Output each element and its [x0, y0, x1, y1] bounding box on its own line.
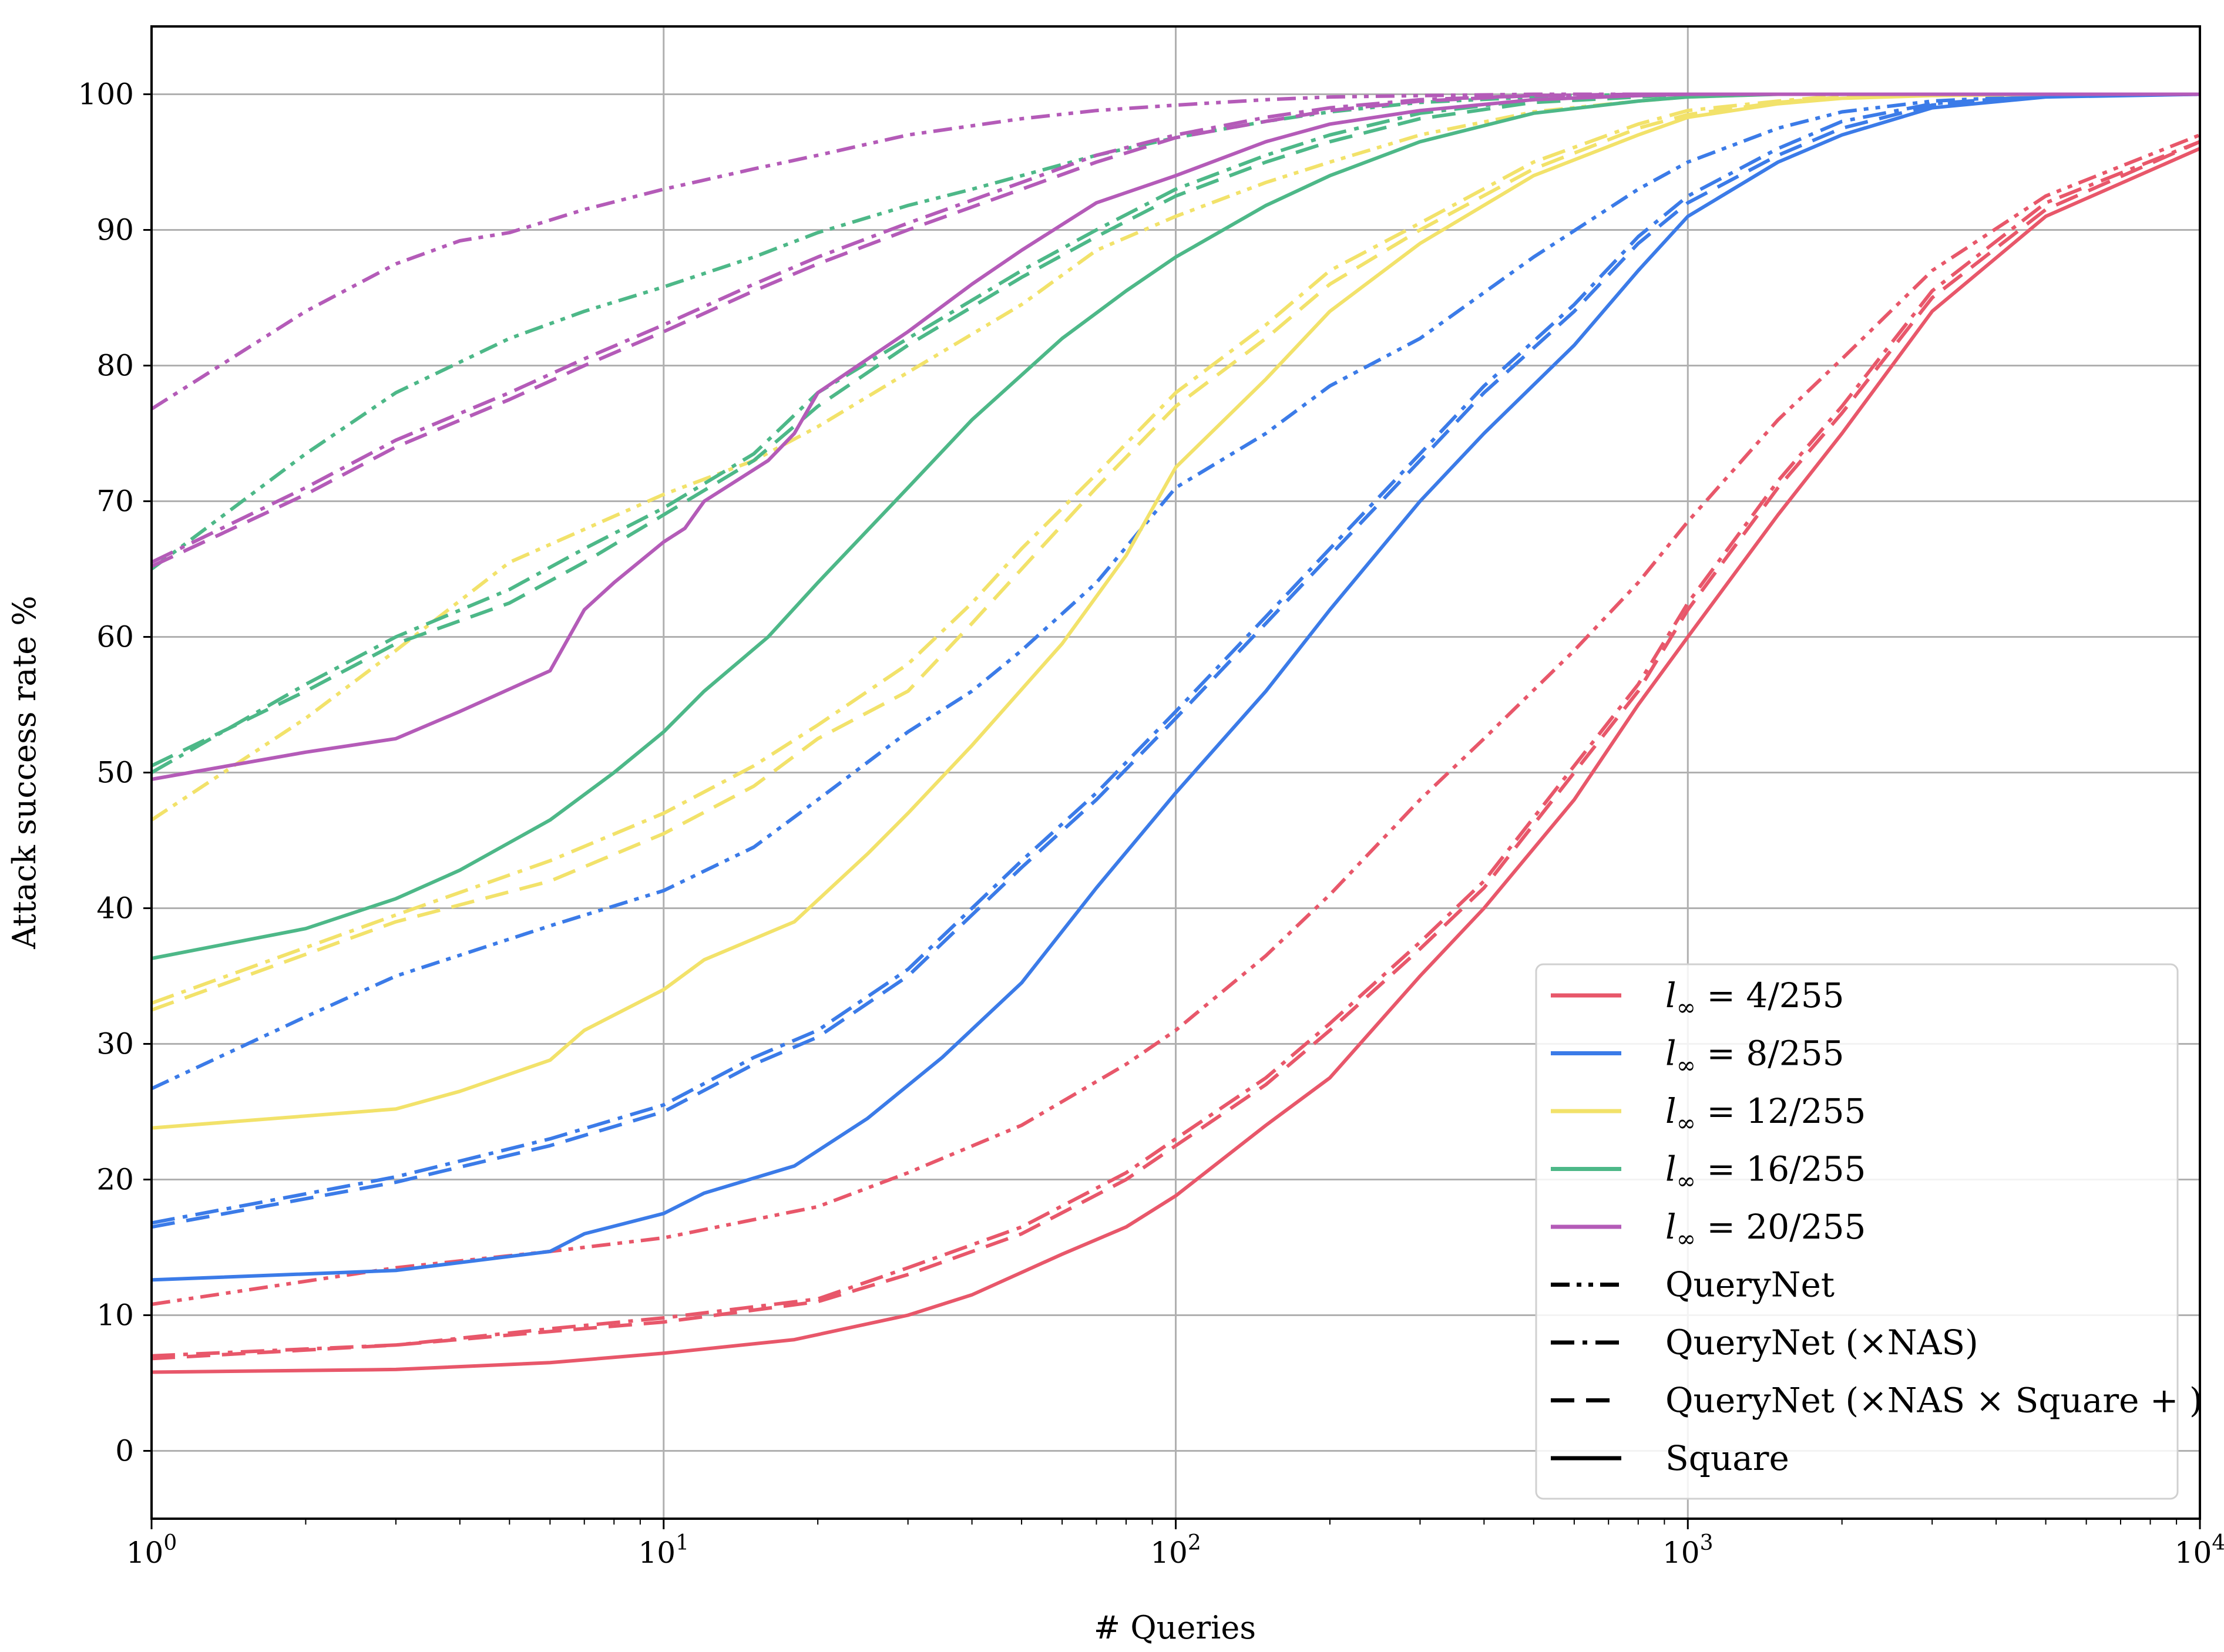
y-tick-label: 0: [115, 1434, 134, 1468]
series-line: [150, 92, 2200, 564]
series-layer: [150, 92, 2201, 1374]
legend-label: l∞ = 12/255: [1665, 1091, 1866, 1137]
series-line: [151, 92, 2200, 781]
y-tick-label: 90: [96, 213, 134, 247]
series-line: [151, 133, 2201, 1306]
y-tick-label: 70: [96, 485, 134, 519]
x-tick-label: 100: [126, 1531, 177, 1570]
legend: l∞ = 4/255 l∞ = 8/255 l∞ = 12/255 l∞ = 16/2…: [1535, 963, 2203, 1500]
series-line: [150, 92, 2200, 822]
legend-label: QueryNet (×NAS × Square + ): [1665, 1381, 2203, 1421]
series-line: [150, 92, 2200, 571]
y-tick-label: 40: [96, 891, 134, 926]
legend-label: l∞ = 20/255: [1665, 1207, 1866, 1253]
series-line: [151, 140, 2201, 1361]
legend-label: l∞ = 8/255: [1665, 1034, 1845, 1079]
y-tick-label: 50: [96, 756, 134, 790]
y-tick-label: 100: [78, 78, 134, 112]
x-tick-label: 102: [1150, 1531, 1201, 1570]
series-line: [150, 92, 2200, 1012]
legend-label: QueryNet (×NAS): [1665, 1323, 1978, 1362]
y-tick-label: 20: [96, 1163, 134, 1197]
series-line: [150, 92, 2200, 1005]
series-line: [151, 92, 2200, 1130]
series-line: [151, 92, 2201, 1282]
y-tick-label: 30: [96, 1027, 134, 1061]
series-line: [151, 147, 2201, 1374]
series-line: [150, 92, 2200, 775]
y-axis-label: Attack success rate %: [6, 595, 43, 949]
series-line: [150, 92, 2201, 1091]
legend-label: QueryNet: [1665, 1265, 1835, 1305]
legend-label: l∞ = 4/255: [1665, 975, 1845, 1021]
legend-box: [1535, 963, 2179, 1500]
series-line: [151, 92, 2201, 1225]
legend-label: l∞ = 16/255: [1665, 1149, 1866, 1195]
y-tick-label: 60: [96, 620, 134, 654]
series-line: [151, 140, 2201, 1358]
legend-label: Square: [1665, 1438, 1789, 1478]
x-tick-label: 104: [2175, 1531, 2224, 1570]
y-tick-label: 10: [96, 1298, 134, 1333]
x-tick-label: 101: [638, 1531, 689, 1570]
series-line: [151, 92, 2201, 1229]
series-line: [150, 92, 2200, 411]
x-tick-label: 103: [1662, 1531, 1714, 1570]
y-tick-label: 80: [96, 349, 134, 383]
x-axis-label: # Queries: [1094, 1609, 1256, 1646]
ticks: 0 10 20 30 40 50 60 70 80 90 100 100 101 102 103 104: [78, 78, 2224, 1570]
series-line: [150, 92, 2200, 568]
